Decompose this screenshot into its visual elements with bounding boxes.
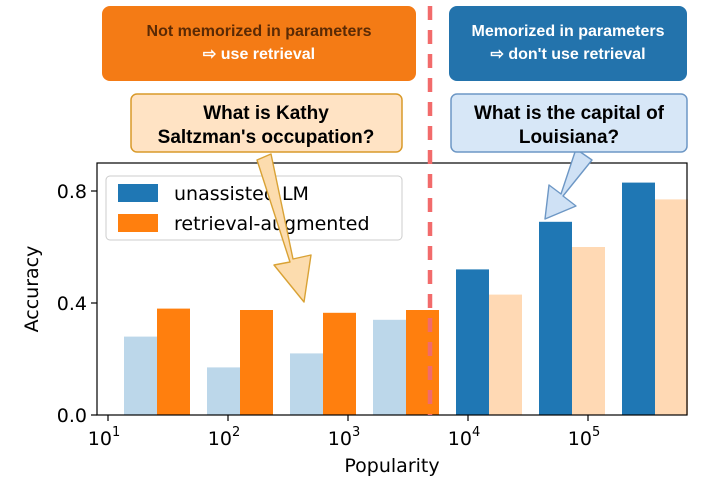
bar-unassisted-3 bbox=[373, 319, 406, 415]
bar-unassisted-2 bbox=[290, 353, 323, 415]
y-tick-label-2: 0.8 bbox=[57, 181, 87, 203]
left-banner-line2: ⇨ use retrieval bbox=[203, 46, 315, 63]
bar-unassisted-4 bbox=[456, 269, 489, 415]
x-ticks: 101 102 103 104 105 bbox=[88, 415, 600, 450]
left-banner bbox=[102, 6, 416, 81]
left-question-line2: Saltzman's occupation? bbox=[158, 127, 375, 148]
legend-label-unassisted: unassisted LM bbox=[174, 183, 309, 205]
left-question-box bbox=[130, 93, 403, 153]
left-question-arrow bbox=[256, 153, 312, 303]
right-question-box bbox=[450, 93, 688, 153]
x-tick-label-1: 102 bbox=[208, 425, 240, 450]
right-banner-line2: ⇨ don't use retrieval bbox=[490, 46, 645, 63]
bar-unassisted-1 bbox=[207, 367, 240, 415]
bar-retrieval-1 bbox=[240, 310, 273, 415]
legend-swatch-unassisted bbox=[118, 184, 158, 202]
bar-retrieval-2 bbox=[323, 312, 356, 415]
y-axis-label: Accuracy bbox=[21, 246, 43, 333]
y-tick-label-1: 0.4 bbox=[57, 293, 87, 315]
bar-retrieval-6 bbox=[655, 199, 688, 415]
x-tick-label-0: 101 bbox=[88, 425, 120, 450]
x-axis-label: Popularity bbox=[344, 455, 439, 477]
left-question-line1: What is Kathy bbox=[203, 103, 329, 124]
x-tick-label-4: 105 bbox=[568, 425, 600, 450]
right-question-line1: What is the capital of bbox=[474, 103, 665, 124]
bar-retrieval-0 bbox=[157, 308, 190, 415]
left-banner-line1: Not memorized in parameters bbox=[147, 23, 372, 40]
legend: unassisted LM retrieval-augmented bbox=[105, 175, 403, 241]
x-tick-label-3: 104 bbox=[448, 425, 480, 450]
bar-retrieval-3 bbox=[406, 310, 439, 415]
plot-frame bbox=[96, 162, 688, 416]
right-question-arrow bbox=[544, 148, 593, 220]
right-question-line2: Louisiana? bbox=[519, 127, 619, 148]
bar-unassisted-6 bbox=[622, 182, 655, 415]
bar-unassisted-0 bbox=[124, 336, 157, 415]
legend-frame bbox=[105, 175, 403, 241]
bar-retrieval-4 bbox=[489, 294, 522, 415]
bars-group bbox=[124, 182, 688, 415]
x-tick-label-2: 103 bbox=[328, 425, 360, 450]
legend-swatch-retrieval bbox=[118, 214, 158, 232]
y-ticks: 0.0 0.4 0.8 bbox=[57, 181, 97, 427]
bar-retrieval-5 bbox=[572, 247, 605, 415]
y-tick-label-0: 0.0 bbox=[57, 405, 87, 427]
bar-unassisted-5 bbox=[539, 221, 572, 415]
legend-label-retrieval: retrieval-augmented bbox=[174, 213, 370, 235]
right-banner-line1: Memorized in parameters bbox=[472, 23, 665, 40]
right-banner bbox=[449, 6, 687, 81]
